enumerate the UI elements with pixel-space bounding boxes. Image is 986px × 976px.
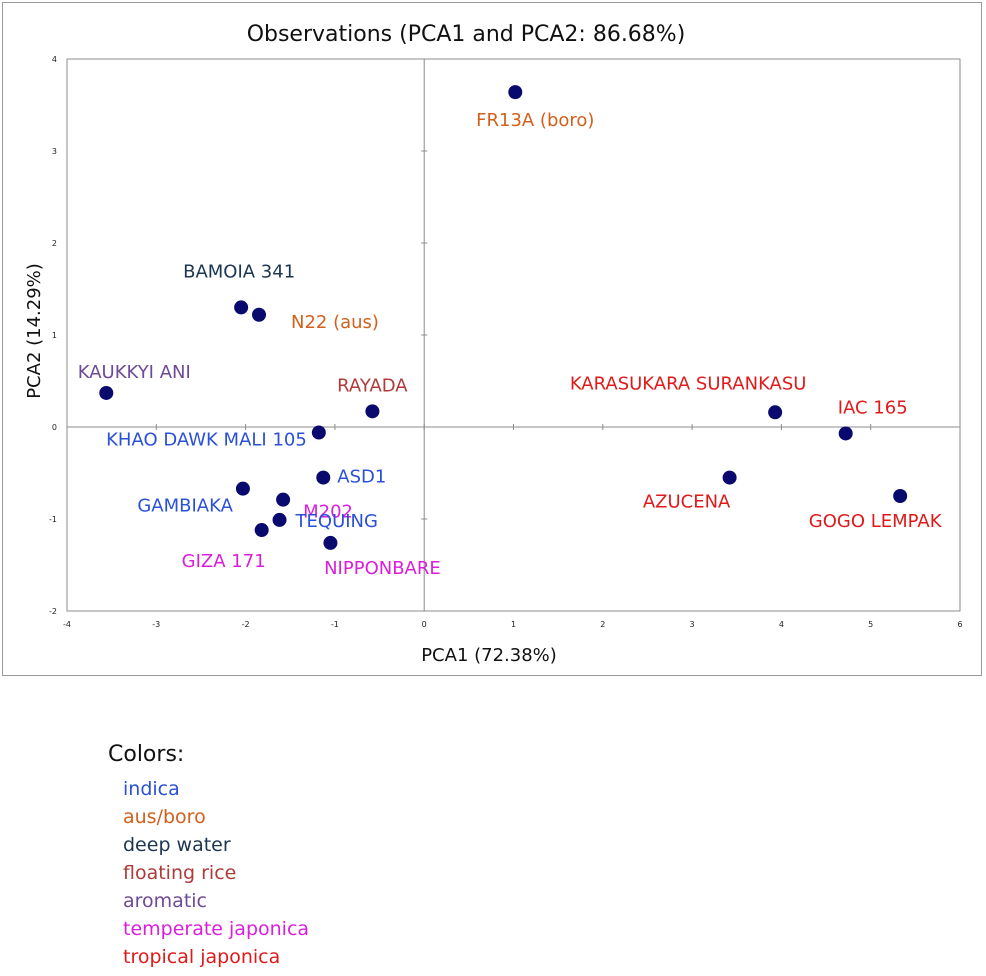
legend-item: tropical japonica: [123, 946, 281, 968]
data-point-label: GOGO LEMPAK: [809, 511, 943, 532]
data-point-label: NIPPONBARE: [324, 558, 441, 579]
legend-item: aus/boro: [123, 806, 206, 828]
data-point: [276, 492, 291, 507]
color-legend: Colors: indica aus/boro deep water floating…: [108, 742, 309, 971]
y-tick-label: 1: [52, 331, 57, 340]
x-tick-label: 6: [957, 620, 962, 629]
chart-frame: [2, 2, 982, 676]
x-tick-label: -3: [152, 620, 160, 629]
data-point-label: M202: [303, 502, 353, 523]
data-point-label: TEQUING: [295, 511, 378, 532]
data-point-label: BAMOIA 341: [183, 261, 295, 282]
legend-item: deep water: [123, 834, 231, 856]
data-point: [235, 481, 250, 496]
data-point: [323, 535, 338, 550]
y-tick-label: 4: [52, 55, 57, 64]
data-point: [99, 385, 114, 400]
y-tick-label: 2: [52, 239, 57, 248]
data-point: [251, 307, 266, 322]
data-point: [234, 300, 249, 315]
data-point-label: RAYADA: [337, 375, 408, 396]
y-tick-label: -1: [49, 515, 57, 524]
data-point-label: IAC 165: [838, 397, 908, 418]
data-point: [893, 489, 908, 503]
x-tick-label: 0: [422, 620, 427, 629]
x-tick-label: 3: [690, 620, 695, 629]
data-point-label: GAMBIAKA: [137, 496, 233, 517]
x-tick-label: 1: [511, 620, 516, 629]
legend-items: indica aus/boro deep water floating rice aro…: [108, 775, 309, 971]
data-point: [254, 523, 269, 538]
data-point-label: ASD1: [337, 467, 386, 488]
data-point: [838, 426, 853, 441]
data-point: [311, 425, 326, 440]
legend-item: temperate japonica: [123, 918, 310, 940]
data-point: [768, 405, 783, 420]
data-point: [316, 470, 331, 485]
data-point: [508, 85, 523, 100]
x-tick-label: 5: [868, 620, 873, 629]
y-tick-label: 3: [52, 147, 57, 156]
data-point: [272, 512, 287, 527]
chart-title: Observations (PCA1 and PCA2: 86.68%): [247, 22, 686, 47]
legend-item: floating rice: [123, 862, 237, 884]
y-tick-label: 0: [52, 423, 57, 432]
data-point-label: KARASUKARA SURANKASU: [570, 373, 807, 394]
legend-title: Colors:: [108, 742, 185, 767]
y-axis-label: PCA2 (14.29%): [24, 263, 45, 399]
data-point: [365, 404, 380, 419]
data-point-label: N22 (aus): [291, 312, 379, 333]
x-tick-label: -2: [242, 620, 250, 629]
x-tick-label: -4: [63, 620, 71, 629]
data-point-label: KHAO DAWK MALI 105: [106, 430, 307, 451]
pca-scatter-chart: -4 -3 -2 -1 0 1 2 3 4 5 6 -2 -1 0 1 2 3 4 Observations (PC…: [24, 22, 963, 666]
x-tick-label: 2: [600, 620, 605, 629]
data-point-label: AZUCENA: [643, 492, 731, 513]
data-point-label: FR13A (boro): [476, 110, 594, 131]
legend-item: indica: [123, 778, 180, 800]
x-tick-label: 4: [779, 620, 784, 629]
data-point-label: KAUKKYI ANI: [78, 362, 191, 383]
data-point-label: GIZA 171: [182, 551, 266, 572]
x-tick-label: -1: [331, 620, 339, 629]
legend-item: aromatic: [123, 890, 207, 912]
data-point: [722, 470, 737, 485]
y-tick-label: -2: [49, 607, 57, 616]
plot-area: [66, 58, 961, 612]
x-axis-label: PCA1 (72.38%): [421, 645, 557, 666]
